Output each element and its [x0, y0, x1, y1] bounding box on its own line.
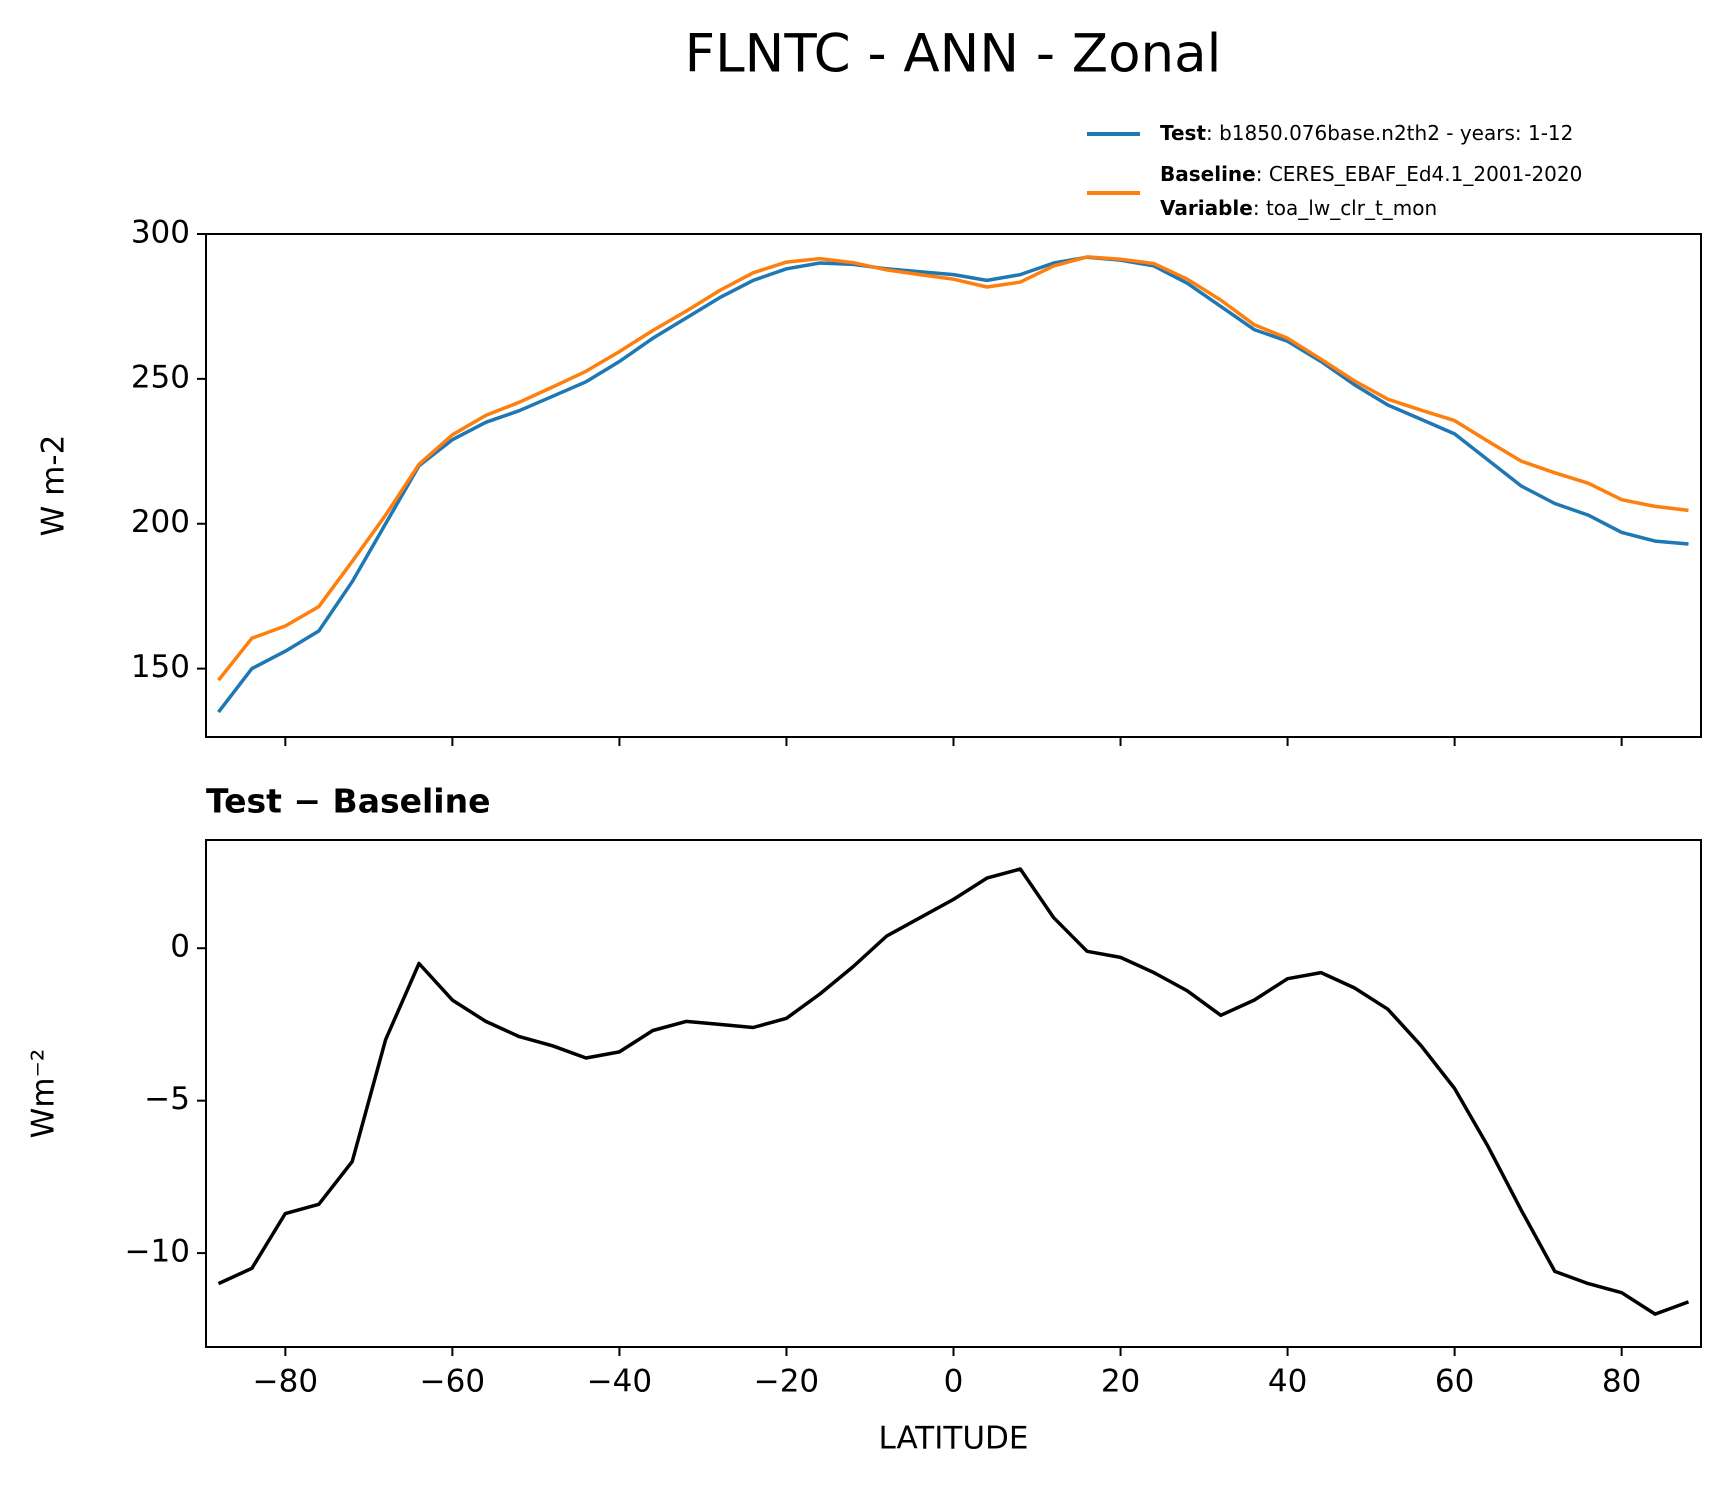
- series-line: [217, 255, 1689, 714]
- legend-entry: Variable: toa_lw_clr_t_mon: [1160, 196, 1437, 220]
- x-tick-label: −80: [253, 1364, 318, 1400]
- legend-description: : CERES_EBAF_Ed4.1_2001-2020: [1256, 162, 1583, 186]
- difference-line: [217, 867, 1690, 1316]
- legend-name: Variable: [1160, 196, 1253, 220]
- x-axis-label: LATITUDE: [879, 1421, 1029, 1457]
- legend-entry: Test: b1850.076base.n2th2 - years: 1-12: [1160, 121, 1573, 145]
- x-tick-label: 20: [1101, 1364, 1140, 1400]
- y-tick-label: 250: [131, 359, 190, 395]
- x-tick-label: 80: [1602, 1364, 1641, 1400]
- y-tick-label: 0: [170, 929, 190, 965]
- legend-description: : b1850.076base.n2th2 - years: 1-12: [1206, 121, 1573, 145]
- plot-frame: [205, 233, 1702, 738]
- y-tick-label: 300: [131, 215, 190, 251]
- x-tick-label: −60: [420, 1364, 485, 1400]
- y-axis-label: W m-2: [36, 435, 72, 537]
- legend-name: Baseline: [1160, 162, 1256, 186]
- legend-name: Test: [1160, 121, 1206, 145]
- y-tick-label: −5: [144, 1081, 190, 1117]
- x-tick-label: −40: [587, 1364, 652, 1400]
- x-tick-label: −20: [754, 1364, 819, 1400]
- legend-entry: Baseline: CERES_EBAF_Ed4.1_2001-2020: [1160, 162, 1582, 186]
- y-tick-label: −10: [125, 1234, 190, 1270]
- plot-frame: [205, 839, 1702, 1348]
- x-tick-label: 60: [1435, 1364, 1474, 1400]
- legend-description: : toa_lw_clr_t_mon: [1253, 196, 1437, 220]
- subplot-title: Test − Baseline: [206, 782, 491, 821]
- series-line: [217, 255, 1689, 682]
- y-tick-label: 200: [131, 504, 190, 540]
- x-tick-label: 40: [1268, 1364, 1307, 1400]
- figure-title: FLNTC - ANN - Zonal: [685, 24, 1222, 85]
- y-tick-label: 150: [131, 649, 190, 685]
- x-tick-label: 0: [944, 1364, 964, 1400]
- y-axis-label: Wm⁻²: [26, 1049, 62, 1139]
